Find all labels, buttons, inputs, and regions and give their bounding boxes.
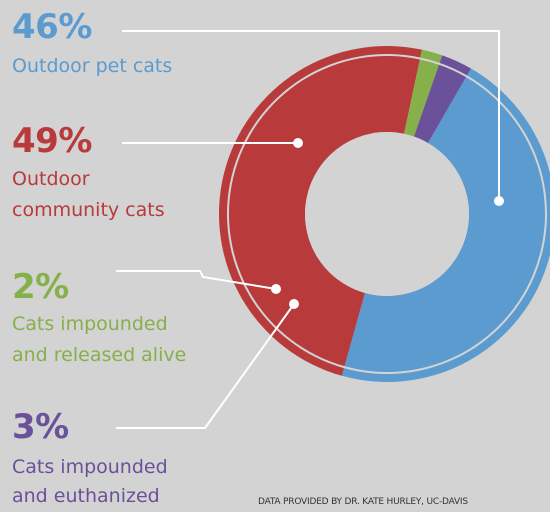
label-desc-euthanized-1: Cats impounded: [12, 456, 168, 478]
leader-euthanized: [116, 303, 295, 429]
label-desc-community-2: community cats: [12, 199, 165, 221]
data-credit: DATA PROVIDED BY DR. KATE HURLEY, UC-DAV…: [258, 497, 468, 507]
ring-released-alive: [420, 49, 443, 63]
leader-released-dot: [271, 284, 281, 294]
slice-released-alive: [404, 59, 439, 137]
slice-euthanized: [413, 64, 466, 143]
label-desc-released-2: and released alive: [12, 344, 187, 366]
donut-hole: [305, 132, 469, 296]
leader-lines: [116, 30, 504, 429]
leader-euthanized-dot: [289, 299, 299, 309]
leader-outdoor-pet-dot: [494, 196, 504, 206]
label-desc-released-1: Cats impounded: [12, 313, 168, 335]
label-desc-euthanized-2: and euthanized: [12, 485, 160, 507]
label-value-community: 49%: [12, 121, 92, 161]
label-value-released: 2%: [12, 267, 69, 307]
donut-slices: [228, 55, 545, 373]
leader-outdoor-pet: [122, 30, 500, 201]
label-value-outdoor-pet: 46%: [12, 7, 92, 47]
ring-euthanized: [439, 55, 471, 76]
leader-released: [116, 270, 277, 290]
leader-community-dot: [293, 138, 303, 148]
slice-outdoor-pet-cats: [344, 77, 545, 373]
label-value-euthanized: 3%: [12, 407, 69, 447]
outer-ring: [219, 46, 550, 382]
label-desc-community-1: Outdoor: [12, 168, 90, 190]
label-desc-outdoor-pet: Outdoor pet cats: [12, 55, 173, 77]
